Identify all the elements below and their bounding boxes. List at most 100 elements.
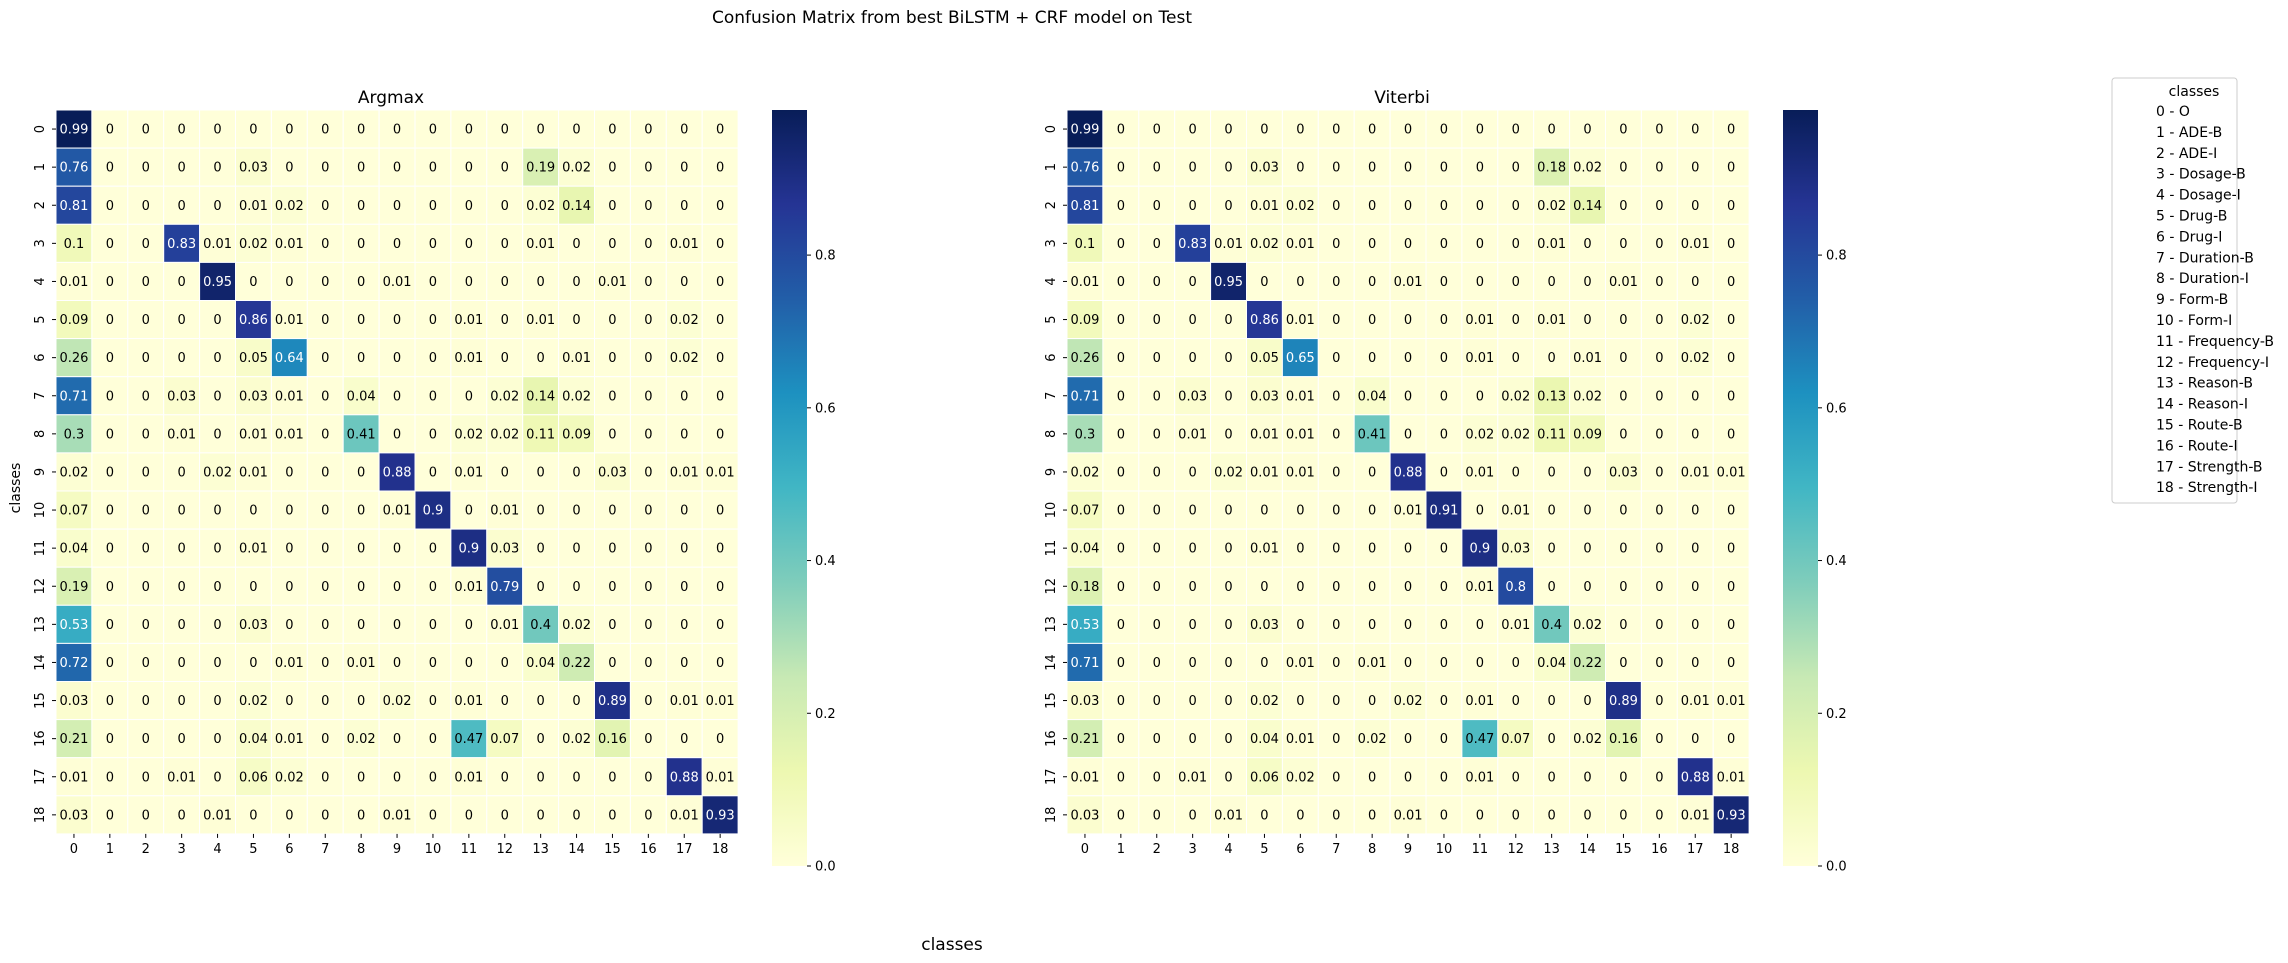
cell-value-label: 0 [1583,465,1591,480]
cell-value-label: 0 [1332,808,1340,823]
heatmap-cell [378,719,416,759]
cell-value-label: 0.88 [383,465,412,480]
cell-value-label: 0 [1189,694,1197,709]
cell-value-label: 0 [1691,161,1699,176]
heatmap-cell [1605,414,1642,454]
cell-value-label: 0 [1296,161,1304,176]
cell-value-label: 0 [1655,351,1663,366]
heatmap-cell [1676,452,1714,492]
cell-value-label: 0 [716,123,724,138]
heatmap-cell [1210,338,1247,378]
heatmap-cell [270,185,308,225]
cell-value-label: 0 [142,161,150,176]
cell-value-label: 0.01 [239,199,268,214]
heatmap-cell [665,566,703,606]
cell-value-label: 0.41 [1358,427,1387,442]
x-tick-label: 4 [1224,842,1232,857]
heatmap-cell [342,528,380,568]
cell-value-label: 0.02 [1250,694,1279,709]
heatmap-cell [1281,490,1319,530]
cell-value-label: 0.02 [1394,694,1423,709]
cell-value-label: 0.09 [59,313,88,328]
cell-value-label: 0.01 [1070,770,1099,785]
cell-value-label: 0.01 [706,465,735,480]
heatmap-cell [1461,147,1499,187]
figure-title: Confusion Matrix from best BiLSTM + CRF … [712,8,1192,28]
heatmap-cell [558,185,595,225]
cell-value-label: 0 [393,161,401,176]
cell-value-label: 0 [1619,237,1627,252]
heatmap-cell [1605,490,1642,530]
cell-value-label: 0.47 [454,732,483,747]
cell-value-label: 0.02 [1681,351,1710,366]
cell-value-label: 0 [178,808,186,823]
heatmap-cell [1640,795,1678,835]
cell-value-label: 0 [1153,656,1161,671]
cell-value-label: 0.01 [562,351,591,366]
cell-value-label: 0 [1332,275,1340,290]
heatmap-cell [701,109,739,149]
cell-value-label: 0.07 [490,732,519,747]
cell-value-label: 0.01 [526,313,555,328]
heatmap-cell [1066,528,1104,568]
heatmap-cell [1138,185,1176,225]
heatmap-cell [163,414,201,454]
cell-value-label: 0 [142,694,150,709]
cell-value-label: 0 [1296,580,1304,595]
heatmap-cell [450,604,488,644]
cell-value-label: 0.04 [59,542,88,557]
heatmap-cell [1174,566,1212,606]
y-tick-label: 8 [1044,430,1059,438]
cell-value-label: 0.01 [167,770,196,785]
cell-value-label: 0.03 [1070,694,1099,709]
cell-value-label: 0 [429,808,437,823]
cell-value-label: 0 [1189,199,1197,214]
cell-value-label: 0 [1440,656,1448,671]
cell-value-label: 0.01 [454,313,483,328]
heatmap-cell [629,147,667,187]
y-tick-label: 7 [33,392,48,400]
cell-value-label: 0.04 [1358,389,1387,404]
cell-value-label: 0.01 [1286,427,1315,442]
cell-value-label: 0 [1512,123,1520,138]
heatmap-cell [91,528,129,568]
heatmap-cell [486,795,524,835]
heatmap-cell [1533,681,1571,721]
cell-value-label: 0.02 [562,732,591,747]
cell-value-label: 0.01 [1286,732,1315,747]
heatmap-cell [414,185,452,225]
heatmap-cell [1102,147,1140,187]
cell-value-label: 0.4 [1541,618,1562,633]
cell-value-label: 0 [1476,389,1484,404]
cell-value-label: 0.83 [167,237,196,252]
x-tick-label: 14 [1579,842,1596,857]
cell-value-label: 0 [285,694,293,709]
x-tick-label: 6 [285,842,293,857]
heatmap-cell [1281,147,1319,187]
cell-value-label: 0 [213,694,221,709]
cell-value-label: 0.1 [1075,237,1096,252]
cell-value-label: 0.04 [239,732,268,747]
heatmap-cell [342,147,380,187]
cell-value-label: 0.76 [59,161,88,176]
cell-value-label: 0 [178,275,186,290]
cell-value-label: 0 [1224,656,1232,671]
cell-value-label: 0.03 [1250,389,1279,404]
cell-value-label: 0 [106,313,114,328]
heatmap-cell [665,490,703,530]
heatmap-cell [701,604,739,644]
cell-value-label: 0 [178,580,186,595]
legend-item: 3 - Dosage-B [2156,167,2246,183]
cell-value-label: 0 [1404,542,1412,557]
cell-value-label: 0 [465,161,473,176]
cell-value-label: 0 [178,542,186,557]
cell-value-label: 0.01 [203,237,232,252]
cell-value-label: 0.01 [1717,770,1746,785]
heatmap-cell [1246,642,1283,683]
legend-item: 15 - Route-B [2156,418,2243,434]
y-tick-label: 1 [33,163,48,171]
y-tick-label: 5 [1044,315,1059,323]
heatmap-cell [235,795,272,835]
heatmap-cell [306,147,344,187]
heatmap-cell [522,376,560,416]
